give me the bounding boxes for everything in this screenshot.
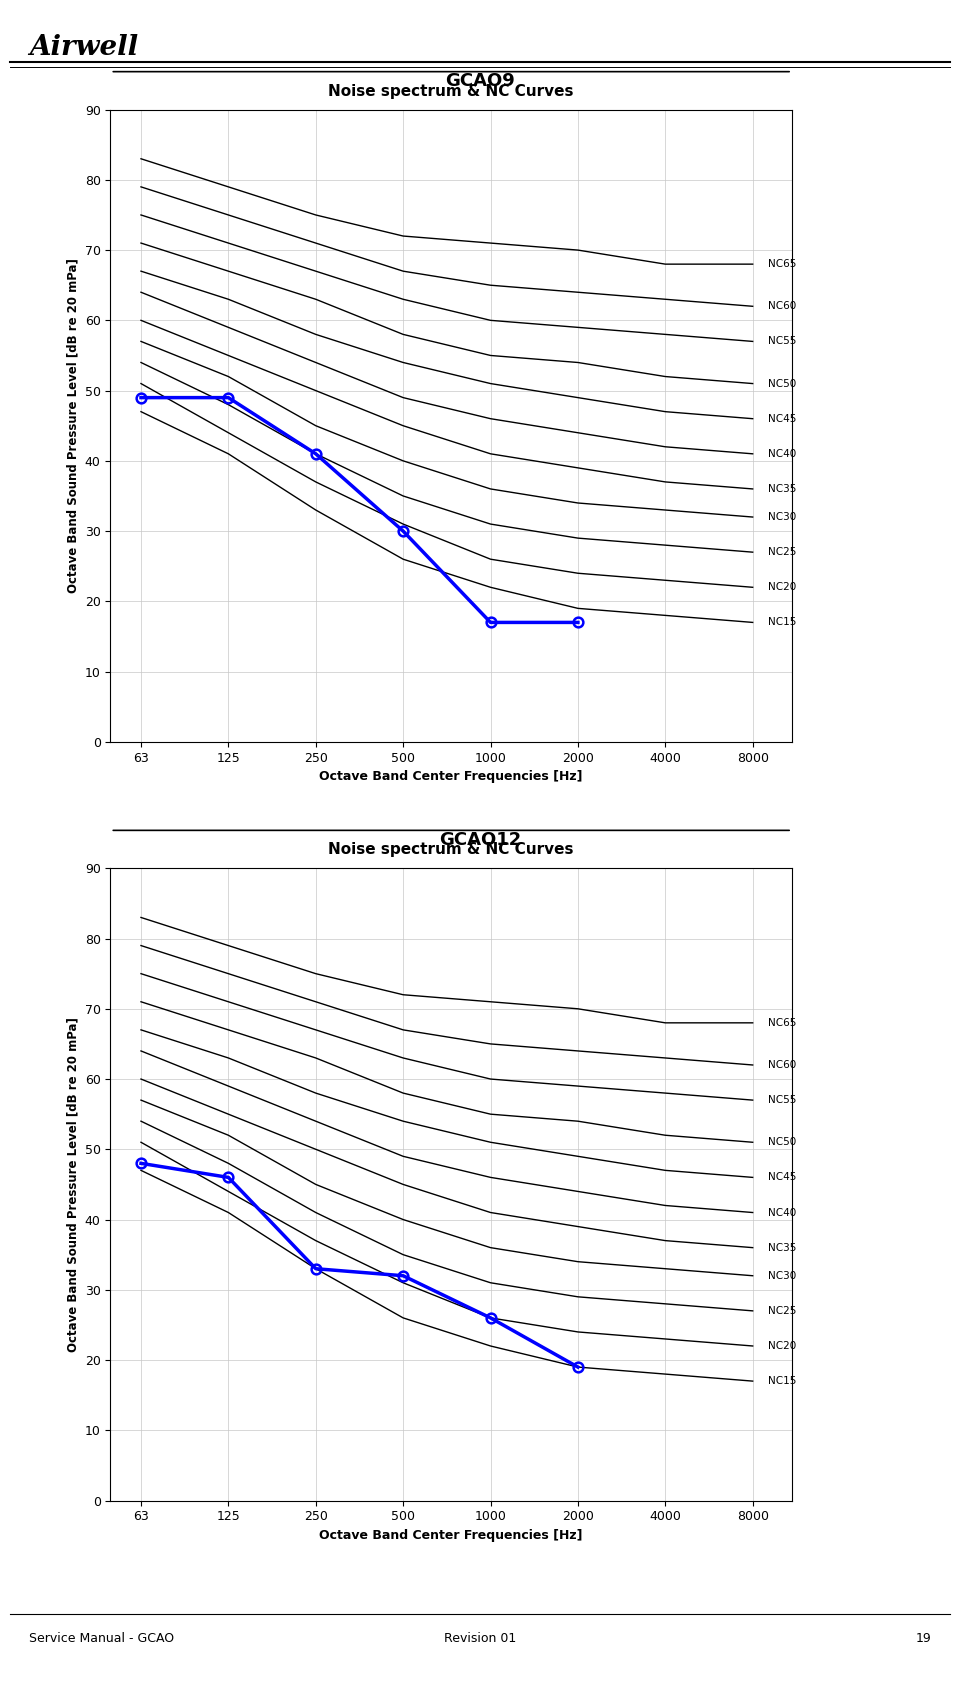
Text: NC45: NC45 [768, 413, 797, 423]
Text: NC45: NC45 [768, 1172, 797, 1182]
Text: NC50: NC50 [768, 379, 797, 388]
Text: NC30: NC30 [768, 1271, 797, 1281]
Y-axis label: Octave Band Sound Pressure Level [dB re 20 mPa]: Octave Band Sound Pressure Level [dB re … [66, 1017, 79, 1352]
Text: NC15: NC15 [768, 1376, 797, 1386]
Text: NC20: NC20 [768, 1340, 797, 1350]
Text: NC25: NC25 [768, 1307, 797, 1315]
Text: NC35: NC35 [768, 1243, 797, 1253]
Text: NC20: NC20 [768, 582, 797, 592]
Text: NC35: NC35 [768, 484, 797, 494]
Title: Noise spectrum & NC Curves: Noise spectrum & NC Curves [328, 843, 574, 858]
Text: NC65: NC65 [768, 260, 797, 270]
Text: NC55: NC55 [768, 1096, 797, 1104]
Text: 19: 19 [916, 1632, 931, 1646]
Text: NC40: NC40 [768, 1207, 797, 1217]
Text: Airwell: Airwell [29, 34, 138, 61]
Text: NC65: NC65 [768, 1018, 797, 1028]
Text: GCAO12: GCAO12 [439, 831, 521, 848]
Text: NC50: NC50 [768, 1138, 797, 1146]
Text: NC30: NC30 [768, 513, 797, 523]
Text: Revision 01: Revision 01 [444, 1632, 516, 1646]
Text: NC55: NC55 [768, 337, 797, 346]
Y-axis label: Octave Band Sound Pressure Level [dB re 20 mPa]: Octave Band Sound Pressure Level [dB re … [66, 258, 79, 593]
Text: NC60: NC60 [768, 1060, 797, 1071]
Text: GCAO9: GCAO9 [445, 72, 515, 89]
Text: NC60: NC60 [768, 302, 797, 312]
Text: NC25: NC25 [768, 548, 797, 556]
X-axis label: Octave Band Center Frequencies [Hz]: Octave Band Center Frequencies [Hz] [320, 1529, 583, 1541]
Title: Noise spectrum & NC Curves: Noise spectrum & NC Curves [328, 84, 574, 99]
Text: NC40: NC40 [768, 448, 797, 459]
X-axis label: Octave Band Center Frequencies [Hz]: Octave Band Center Frequencies [Hz] [320, 771, 583, 782]
Text: NC15: NC15 [768, 617, 797, 627]
Text: Service Manual - GCAO: Service Manual - GCAO [29, 1632, 174, 1646]
